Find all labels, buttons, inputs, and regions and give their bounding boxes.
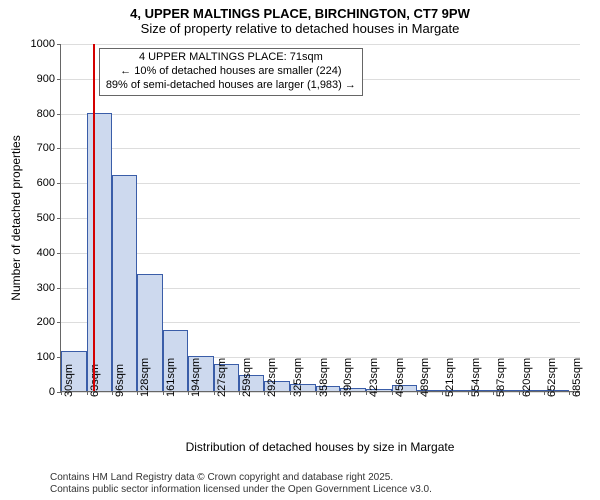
y-tick-label: 400: [37, 247, 61, 259]
x-tick-mark: [442, 391, 443, 395]
title-line1: 4, UPPER MALTINGS PLACE, BIRCHINGTON, CT…: [0, 6, 600, 21]
histogram-bar: [87, 113, 113, 391]
x-tick-mark: [163, 391, 164, 395]
x-tick-mark: [392, 391, 393, 395]
annotation-line1: 4 UPPER MALTINGS PLACE: 71sqm: [106, 51, 356, 65]
gridline: [61, 218, 580, 219]
gridline: [61, 148, 580, 149]
x-axis-label: Distribution of detached houses by size …: [186, 440, 455, 454]
reference-line: [93, 44, 95, 391]
gridline: [61, 44, 580, 45]
x-tick-label: 128sqm: [139, 358, 151, 397]
footer-line2: Contains public sector information licen…: [50, 484, 432, 496]
y-axis-label: Number of detached properties: [9, 135, 23, 300]
title-block: 4, UPPER MALTINGS PLACE, BIRCHINGTON, CT…: [0, 0, 600, 36]
x-tick-mark: [239, 391, 240, 395]
x-tick-label: 30sqm: [63, 364, 75, 397]
x-tick-label: 685sqm: [571, 358, 583, 397]
x-tick-label: 259sqm: [241, 358, 253, 397]
gridline: [61, 253, 580, 254]
x-tick-mark: [61, 391, 62, 395]
x-tick-label: 292sqm: [266, 358, 278, 397]
x-tick-mark: [366, 391, 367, 395]
x-tick-label: 620sqm: [521, 358, 533, 397]
x-tick-mark: [214, 391, 215, 395]
y-tick-label: 800: [37, 108, 61, 120]
x-tick-label: 358sqm: [318, 358, 330, 397]
chart-container: 4, UPPER MALTINGS PLACE, BIRCHINGTON, CT…: [0, 0, 600, 500]
x-tick-label: 554sqm: [470, 358, 482, 397]
x-tick-label: 423sqm: [368, 358, 380, 397]
y-tick-label: 500: [37, 212, 61, 224]
annotation-line3: 89% of semi-detached houses are larger (…: [106, 79, 356, 93]
y-tick-label: 700: [37, 142, 61, 154]
x-tick-label: 96sqm: [114, 364, 126, 397]
x-tick-label: 325sqm: [292, 358, 304, 397]
gridline: [61, 114, 580, 115]
y-tick-label: 0: [49, 386, 61, 398]
y-tick-label: 1000: [31, 38, 61, 50]
annotation-box: 4 UPPER MALTINGS PLACE: 71sqm← 10% of de…: [99, 48, 363, 96]
x-tick-mark: [468, 391, 469, 395]
y-tick-label: 100: [37, 351, 61, 363]
x-tick-mark: [87, 391, 88, 395]
histogram-bar: [112, 175, 137, 391]
x-tick-mark: [316, 391, 317, 395]
y-tick-label: 900: [37, 73, 61, 85]
x-tick-label: 161sqm: [165, 358, 177, 397]
x-tick-mark: [290, 391, 291, 395]
x-tick-label: 227sqm: [216, 358, 228, 397]
x-tick-label: 194sqm: [190, 358, 202, 397]
x-tick-label: 390sqm: [342, 358, 354, 397]
x-tick-label: 521sqm: [444, 358, 456, 397]
x-tick-label: 652sqm: [546, 358, 558, 397]
x-tick-label: 456sqm: [394, 358, 406, 397]
x-tick-mark: [519, 391, 520, 395]
y-tick-label: 200: [37, 316, 61, 328]
annotation-line2: ← 10% of detached houses are smaller (22…: [106, 65, 356, 79]
attribution-footer: Contains HM Land Registry data © Crown c…: [50, 472, 432, 496]
title-line2: Size of property relative to detached ho…: [0, 21, 600, 36]
y-tick-label: 600: [37, 177, 61, 189]
x-tick-label: 489sqm: [419, 358, 431, 397]
x-tick-mark: [137, 391, 138, 395]
y-tick-label: 300: [37, 282, 61, 294]
gridline: [61, 183, 580, 184]
x-tick-mark: [544, 391, 545, 395]
footer-line1: Contains HM Land Registry data © Crown c…: [50, 472, 432, 484]
plot-area: 0100200300400500600700800900100030sqm63s…: [60, 44, 580, 392]
x-tick-label: 587sqm: [495, 358, 507, 397]
